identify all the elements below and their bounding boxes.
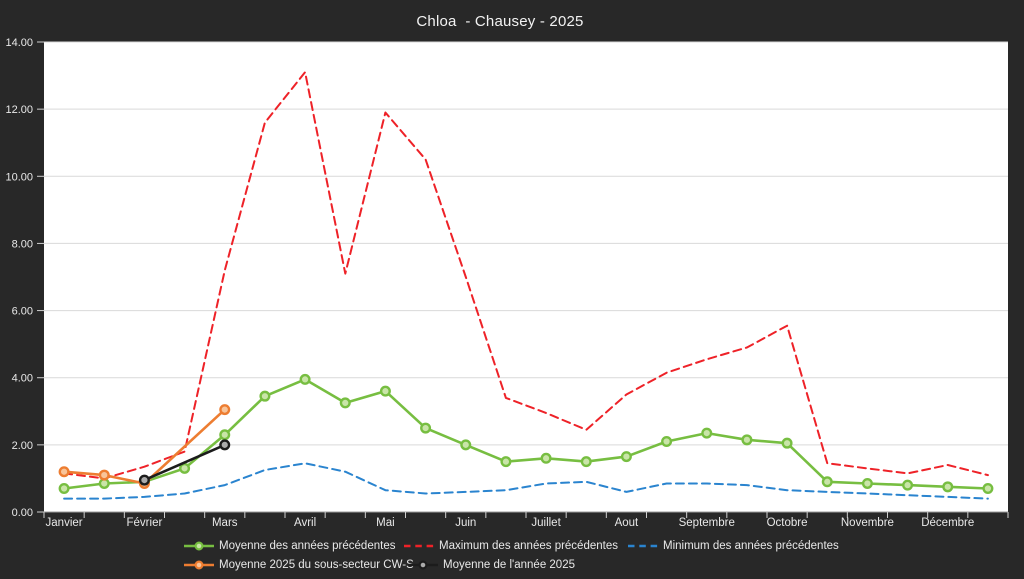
series-line-0 xyxy=(62,378,990,490)
blue-dashed-line-icon xyxy=(628,544,658,548)
x-axis-month-label: Mai xyxy=(376,517,395,529)
series-marker-4 xyxy=(138,474,150,486)
series-marker-0 xyxy=(179,462,191,474)
x-axis-month-label: Octobre xyxy=(767,517,808,529)
series-marker-0 xyxy=(259,390,271,402)
legend-item-maximum-annees-precedentes: Maximum des années précédentes xyxy=(403,538,618,554)
series-line-4 xyxy=(143,443,227,482)
series-marker-0 xyxy=(580,456,592,468)
legend-marker-sample xyxy=(418,560,428,570)
green-line-marker-icon xyxy=(184,541,214,551)
series-marker-0 xyxy=(339,397,351,409)
y-axis-label: 14.00 xyxy=(5,37,33,49)
chart-title: Chloa - Chausey - 2025 xyxy=(416,13,584,30)
x-axis-month-label: Novembre xyxy=(841,517,894,529)
legend-item-moyenne-annee-2025: Moyenne de l'année 2025 xyxy=(407,557,575,573)
legend-label: Moyenne 2025 du sous-secteur CW-S xyxy=(219,559,414,571)
series-marker-0 xyxy=(540,452,552,464)
series-marker-0 xyxy=(219,429,231,441)
x-axis-month-label: Septembre xyxy=(679,517,735,529)
series-marker-0 xyxy=(500,456,512,468)
legend-label: Moyenne de l'année 2025 xyxy=(443,559,575,571)
plot-background xyxy=(44,42,1008,512)
y-axis-label: 6.00 xyxy=(12,306,33,318)
x-axis-month-label: Avril xyxy=(294,517,316,529)
x-axis-month-label: Février xyxy=(127,517,163,529)
y-axis-label: 0.00 xyxy=(12,507,33,519)
x-axis-month-label: Janvier xyxy=(46,517,83,529)
y-axis-label: 10.00 xyxy=(5,171,33,183)
red-dashed-line-icon xyxy=(404,544,434,548)
black-line-marker-icon xyxy=(408,560,438,570)
series-marker-0 xyxy=(420,422,432,434)
series-marker-0 xyxy=(982,483,994,495)
series-marker-0 xyxy=(661,436,673,448)
legend-label: Minimum des années précédentes xyxy=(663,540,839,552)
legend-item-minimum-annees-precedentes: Minimum des années précédentes xyxy=(627,538,839,554)
series-marker-0 xyxy=(781,437,793,449)
series-marker-0 xyxy=(701,427,713,439)
series-marker-0 xyxy=(741,434,753,446)
series-marker-0 xyxy=(379,385,391,397)
legend-item-moyenne-2025-sous-secteur: Moyenne 2025 du sous-secteur CW-S xyxy=(183,557,414,573)
series-marker-3 xyxy=(98,469,110,481)
series-line-3 xyxy=(62,408,227,485)
legend-item-moyenne-annees-precedentes: Moyenne des années précédentes xyxy=(183,538,395,554)
series-marker-0 xyxy=(58,483,70,495)
series-line-2 xyxy=(63,462,989,500)
y-axis-label: 2.00 xyxy=(12,440,33,452)
x-axis-month-label: Décembre xyxy=(921,517,974,529)
series-marker-3 xyxy=(219,404,231,416)
series-marker-0 xyxy=(902,479,914,491)
legend-marker-sample xyxy=(194,560,204,570)
y-axis-label: 12.00 xyxy=(5,104,33,116)
series-marker-0 xyxy=(299,373,311,385)
series-marker-0 xyxy=(821,476,833,488)
series-marker-0 xyxy=(460,439,472,451)
series-marker-3 xyxy=(58,466,70,478)
legend-label: Moyenne des années précédentes xyxy=(219,540,396,552)
orange-line-marker-icon xyxy=(184,560,214,570)
y-axis-label: 8.00 xyxy=(12,238,33,250)
series-marker-0 xyxy=(861,477,873,489)
x-axis-month-label: Mars xyxy=(212,517,238,529)
series-marker-0 xyxy=(620,451,632,463)
x-axis-month-label: Aout xyxy=(615,517,639,529)
series-marker-0 xyxy=(942,481,954,493)
legend-marker-sample xyxy=(194,541,204,551)
series-line-1 xyxy=(63,71,989,480)
legend-label: Maximum des années précédentes xyxy=(439,540,618,552)
series-marker-4 xyxy=(219,439,231,451)
y-axis-label: 4.00 xyxy=(12,373,33,385)
x-axis-month-label: Juillet xyxy=(531,517,561,529)
x-axis-month-label: Juin xyxy=(455,517,476,529)
